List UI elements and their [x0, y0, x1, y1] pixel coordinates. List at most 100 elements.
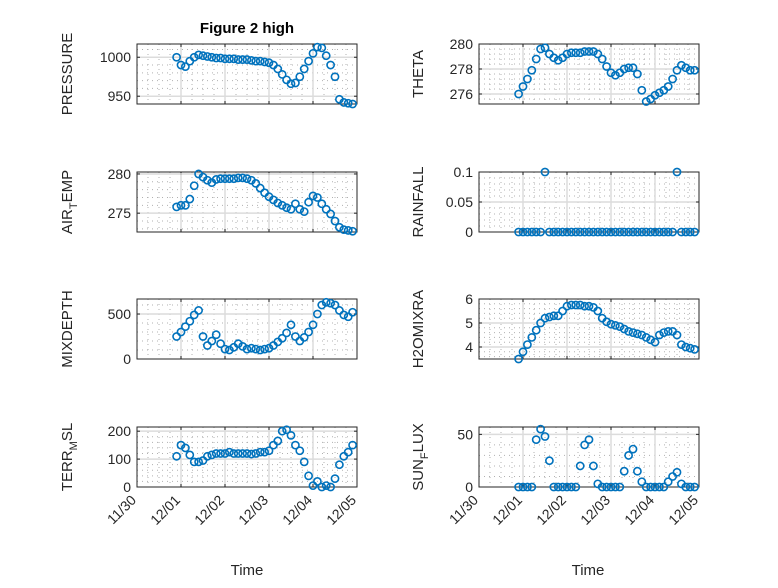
data-point — [580, 440, 589, 450]
y-tick-label: 0.1 — [454, 164, 474, 180]
y-tick-label: 275 — [108, 205, 132, 221]
data-point — [518, 82, 528, 91]
data-point — [527, 227, 537, 237]
y-tick-label: 950 — [108, 88, 132, 104]
data-point — [668, 227, 677, 237]
data-point — [646, 227, 655, 237]
data-point — [637, 477, 647, 487]
data-point — [690, 65, 699, 75]
x-tick-label: 12/01 — [489, 492, 525, 528]
data-point — [317, 482, 327, 492]
subplot-theta: 276 278 280 THETA — [410, 36, 700, 106]
data-point — [194, 457, 203, 467]
data-point — [207, 336, 217, 346]
data-point — [304, 56, 313, 66]
data-point — [659, 482, 669, 492]
data-point — [330, 474, 340, 484]
data-point — [246, 55, 256, 65]
data-point — [624, 227, 633, 237]
data-point — [176, 327, 186, 337]
data-point — [304, 197, 313, 207]
data-point — [558, 482, 567, 492]
data-point — [326, 482, 335, 492]
data-point — [672, 467, 682, 477]
x-tick-label: 12/01 — [147, 492, 183, 528]
data-point — [685, 343, 695, 353]
data-point — [233, 173, 243, 183]
data-point — [348, 440, 357, 450]
data-point — [650, 90, 660, 100]
data-point — [540, 167, 550, 177]
data-point — [172, 202, 181, 212]
data-point — [606, 68, 616, 78]
data-point — [264, 58, 274, 68]
axes-box — [478, 171, 700, 233]
data-point — [282, 425, 291, 435]
data-point — [277, 426, 287, 436]
data-point — [593, 227, 603, 237]
data-point — [233, 449, 243, 458]
data-point — [242, 449, 252, 458]
data-point — [321, 51, 331, 61]
data-point — [540, 43, 550, 53]
x-tick-label: 12/05 — [665, 492, 701, 528]
data-point — [567, 300, 576, 310]
data-point — [207, 52, 217, 62]
data-point — [185, 316, 195, 326]
data-point — [553, 55, 563, 65]
data-point — [321, 481, 331, 491]
x-tick-label: 12/05 — [323, 492, 359, 528]
y-axis-label: PRESSURE — [59, 33, 76, 116]
data-point — [299, 457, 309, 467]
data-point — [580, 301, 589, 311]
data-point — [672, 65, 682, 75]
data-point — [229, 54, 239, 64]
x-tick-label: 12/03 — [577, 492, 613, 528]
data-point — [312, 42, 322, 52]
data-point — [216, 174, 225, 184]
data-point — [282, 328, 291, 338]
data-point — [224, 174, 234, 184]
data-point — [260, 344, 269, 354]
data-point — [690, 227, 699, 237]
data-point — [216, 449, 225, 458]
data-point — [273, 436, 283, 446]
data-point — [567, 227, 576, 237]
data-point — [251, 56, 261, 66]
data-point — [330, 72, 340, 82]
data-point — [238, 55, 247, 64]
y-axis-label: MIXDEPTH — [59, 290, 76, 368]
data-point — [624, 63, 633, 73]
data-point — [597, 482, 607, 492]
data-point — [224, 447, 234, 457]
data-point — [304, 327, 313, 337]
y-tick-label: 1000 — [100, 49, 131, 65]
subplot-h2omixra: 4 5 6 H2OMIXRA — [410, 290, 700, 368]
data-point — [264, 343, 274, 353]
data-point — [584, 47, 594, 56]
data-point — [553, 227, 563, 237]
data-point — [536, 44, 545, 54]
data-point — [540, 313, 550, 323]
data-point — [348, 307, 357, 317]
data-point — [220, 344, 230, 354]
data-point — [251, 449, 261, 458]
data-point — [211, 53, 221, 63]
data-point — [549, 53, 559, 63]
y-tick-label: 200 — [108, 423, 132, 439]
data-point — [220, 449, 230, 458]
data-point — [562, 227, 572, 237]
data-point — [326, 209, 335, 219]
data-point — [655, 227, 664, 237]
data-point — [286, 320, 296, 330]
data-point — [233, 339, 243, 349]
data-point — [295, 446, 305, 456]
data-point — [180, 443, 190, 453]
data-point — [531, 227, 541, 237]
data-point — [220, 174, 230, 184]
data-point — [562, 301, 572, 311]
data-point — [589, 227, 598, 237]
data-point — [348, 99, 357, 109]
data-point — [224, 54, 234, 64]
